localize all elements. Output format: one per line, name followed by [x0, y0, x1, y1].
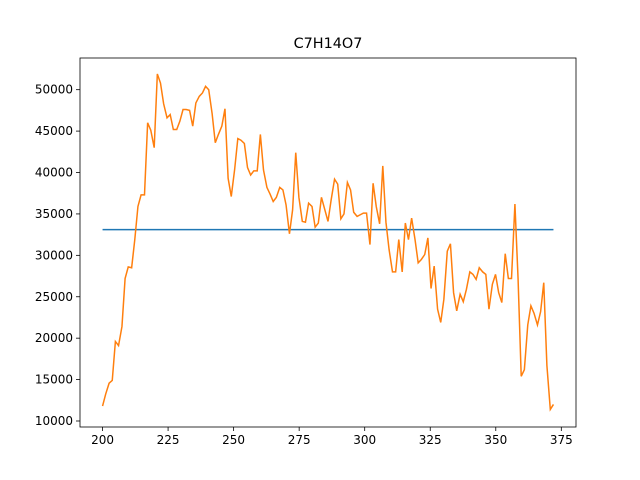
y-tick-label: 40000 — [35, 166, 73, 180]
x-tick-label: 250 — [222, 433, 245, 447]
x-tick-label: 375 — [550, 433, 573, 447]
y-tick-label: 10000 — [35, 414, 73, 428]
plot-frame — [79, 57, 577, 428]
chart-title: C7H14O7 — [294, 36, 363, 52]
y-tick-label: 45000 — [35, 124, 73, 138]
x-tick-label: 325 — [419, 433, 442, 447]
x-tick-label: 275 — [288, 433, 311, 447]
y-tick-label: 50000 — [35, 83, 73, 97]
y-tick-label: 25000 — [35, 290, 73, 304]
y-tick-label: 15000 — [35, 373, 73, 387]
x-tick-label: 300 — [353, 433, 376, 447]
x-tick-label: 350 — [484, 433, 507, 447]
line-series — [101, 73, 555, 412]
y-tick-label: 35000 — [35, 207, 73, 221]
y-tick-label: 30000 — [35, 248, 73, 262]
x-tick-label: 225 — [157, 433, 180, 447]
y-tick-label: 20000 — [35, 331, 73, 345]
x-tick-label: 200 — [91, 433, 114, 447]
